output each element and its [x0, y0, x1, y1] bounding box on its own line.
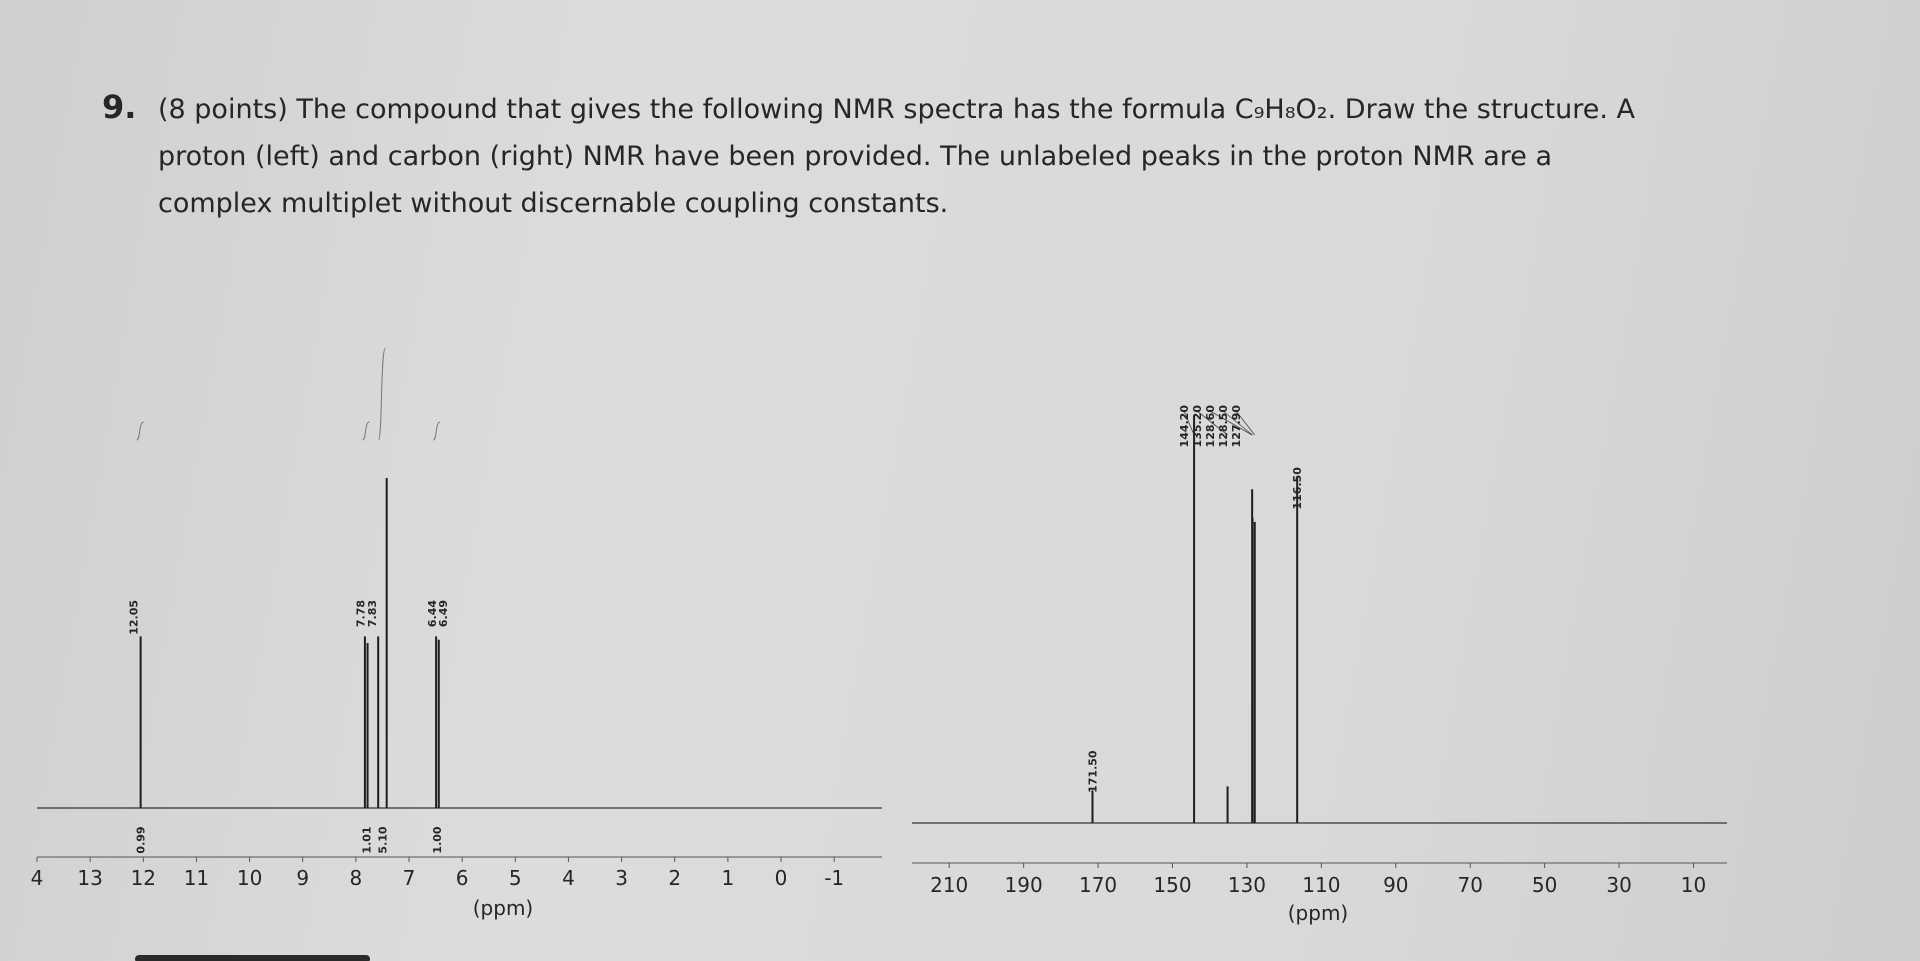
x-tick-label: 9 [296, 866, 309, 890]
integration-label: 0.99 [135, 826, 148, 853]
x-tick-label: 0 [775, 866, 788, 890]
label-leader [1209, 410, 1253, 436]
x-tick-label: 150 [1153, 873, 1191, 897]
x-tick-label: 1 [722, 866, 735, 890]
x-tick-label: 90 [1383, 873, 1408, 897]
x-tick-label: 210 [930, 873, 968, 897]
x-tick-label: 12 [131, 866, 156, 890]
integration-label: 1.01 [360, 826, 373, 853]
peak-label: 127.90 [1230, 405, 1243, 448]
label-leader [1235, 410, 1256, 436]
question-line: proton (left) and carbon (right) NMR hav… [158, 141, 1552, 172]
peak-label: 7.83 [366, 600, 379, 627]
peak-label: 128.50 [1217, 405, 1230, 448]
peak-label: 128.60 [1204, 405, 1217, 448]
peak-label: 12.05 [128, 600, 141, 635]
x-tick-label: 170 [1079, 873, 1117, 897]
peak-label: 6.49 [437, 600, 450, 627]
x-tick-label: 10 [237, 866, 262, 890]
x-tick-label: 130 [1228, 873, 1266, 897]
integration-label: 1.00 [431, 826, 444, 853]
x-axis-label: (ppm) [1288, 901, 1348, 925]
integral-curve [377, 347, 386, 441]
x-tick-label: 70 [1457, 873, 1482, 897]
x-tick-label: 5 [509, 866, 522, 890]
integral-curve [136, 421, 144, 441]
x-tick-label: 110 [1302, 873, 1340, 897]
x-tick-label: 4 [562, 866, 575, 890]
x-tick-label: 11 [184, 866, 209, 890]
x-tick-label: 3 [615, 866, 628, 890]
question-line: complex multiplet without discernable co… [158, 188, 948, 219]
peak-label: 144.20 [1178, 405, 1191, 448]
peak-label: 135.20 [1191, 405, 1204, 448]
x-tick-label: 2 [668, 866, 681, 890]
x-tick-label: -1 [824, 866, 844, 890]
pen-shadow [135, 955, 370, 961]
x-tick-label: 7 [403, 866, 416, 890]
x-tick-label: 10 [1681, 873, 1706, 897]
x-tick-label: 8 [350, 866, 363, 890]
x-tick-label: 30 [1606, 873, 1631, 897]
x-tick-label: 6 [456, 866, 469, 890]
question-line: (8 points) The compound that gives the f… [158, 94, 1635, 125]
peak-label: 171.50 [1086, 750, 1099, 793]
peak-label: 7.78 [355, 600, 368, 627]
peak-label: 116.50 [1291, 467, 1304, 510]
integral-curve [362, 421, 370, 441]
peak-label: 6.44 [426, 600, 439, 627]
question-number: 9. [102, 88, 136, 126]
x-tick-label: 4 [31, 866, 44, 890]
integral-curve [432, 421, 441, 441]
x-axis-label: (ppm) [473, 896, 533, 920]
x-tick-label: 190 [1005, 873, 1043, 897]
label-leader [1222, 410, 1253, 436]
label-leader [1196, 410, 1228, 436]
label-leader [1183, 410, 1195, 436]
x-tick-label: 13 [77, 866, 102, 890]
integration-label: 5.10 [376, 826, 389, 853]
x-tick-label: 50 [1532, 873, 1557, 897]
